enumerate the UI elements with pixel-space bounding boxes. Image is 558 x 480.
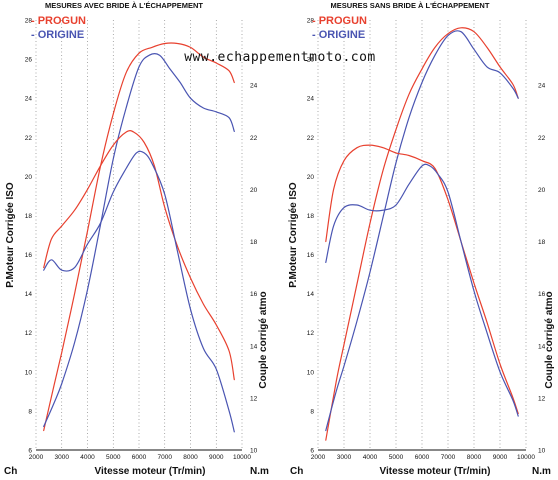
chart2-y-right-tick-label: 22 <box>538 135 546 142</box>
chart2-y-left-tick-label: 26 <box>307 57 315 64</box>
chart2-title: MESURES SANS BRIDE À L'ÉCHAPPEMENT <box>331 1 490 10</box>
chart1-y-left-tick-label: 6 <box>28 448 32 455</box>
chart2-y-left-axis-label: P.Moteur Corrigée ISO <box>288 182 299 288</box>
chart2-y-right-axis-label: Couple corrigé atmo <box>544 291 555 388</box>
chart1-x-tick-label: 8000 <box>183 454 198 461</box>
chart2-unit-right-label: N.m <box>532 466 551 477</box>
chart2-y-left-tick-label: 24 <box>307 96 315 103</box>
chart2-y-left-tick-label: 22 <box>307 135 315 142</box>
chart1-y-left-tick-label: 16 <box>25 252 33 259</box>
chart2-y-left-tick-label: 12 <box>307 330 315 337</box>
chart2-y-left-tick-label: 10 <box>307 369 315 376</box>
chart1-y-right-tick-label: 16 <box>250 291 258 298</box>
chart2-y-right-tick-label: 18 <box>538 239 546 246</box>
chart1-y-left-tick-label: 14 <box>25 291 33 298</box>
chart2-y-right-tick-label: 12 <box>538 395 546 402</box>
chart2-y-left-tick-label: 20 <box>307 174 315 181</box>
chart2-x-tick-label: 5000 <box>389 454 404 461</box>
chart2-x-tick-label: 3000 <box>337 454 352 461</box>
chart2-y-left-tick-label: 14 <box>307 291 315 298</box>
chart2-y-right-tick-label: 16 <box>538 291 546 298</box>
chart1-y-left-tick-label: 20 <box>25 174 33 181</box>
chart2-series-progun-power-line <box>325 27 519 441</box>
chart2-y-left-tick-label: 6 <box>310 448 314 455</box>
chart1-x-axis-label: Vitesse moteur (Tr/min) <box>95 466 206 477</box>
chart1-y-left-tick-label: 26 <box>25 57 33 64</box>
chart1-y-right-tick-label: 24 <box>250 83 258 90</box>
chart2-x-tick-label: 6000 <box>415 454 430 461</box>
chart2-x-tick-label: 7000 <box>441 454 456 461</box>
chart1-title: MESURES AVEC BRIDE À L'ÉCHAPPEMENT <box>45 1 203 10</box>
chart2-y-left-tick-label: 28 <box>307 18 315 25</box>
chart2-x-tick-label: 4000 <box>363 454 378 461</box>
chart1-y-left-tick-label: 10 <box>25 369 33 376</box>
chart2-legend-origine: - ORIGINE <box>312 29 365 41</box>
chart1-unit-left-label: Ch <box>4 466 17 477</box>
chart1-series-origine-power-line <box>43 52 235 428</box>
chart1-x-tick-label: 6000 <box>132 454 147 461</box>
chart2-unit-left-label: Ch <box>290 466 303 477</box>
chart2-y-right-tick-label: 10 <box>538 448 546 455</box>
chart2-legend-progun: - PROGUN <box>312 15 367 27</box>
chart2-x-tick-label: 8000 <box>467 454 482 461</box>
chart1-legend-progun: - PROGUN <box>31 15 86 27</box>
chart1-y-right-tick-label: 12 <box>250 395 258 402</box>
chart1-unit-right-label: N.m <box>250 466 269 477</box>
chart1-y-left-tick-label: 8 <box>28 408 32 415</box>
chart1-legend-origine: - ORIGINE <box>31 29 84 41</box>
chart1-y-right-tick-label: 18 <box>250 239 258 246</box>
chart2-series-origine-torque-line <box>325 163 519 417</box>
chart1-y-left-tick-label: 18 <box>25 213 33 220</box>
chart1-series-progun-torque-line <box>43 130 235 381</box>
chart1-x-tick-label: 3000 <box>55 454 70 461</box>
chart2-y-left-tick-label: 8 <box>310 408 314 415</box>
chart1-y-right-axis-label: Couple corrigé atmo <box>258 291 269 388</box>
chart1-series-origine-torque-line <box>43 150 235 433</box>
chart2-series-progun-torque-line <box>325 144 519 415</box>
chart1-y-left-axis-label: P.Moteur Corrigée ISO <box>5 182 16 288</box>
chart2-y-right-tick-label: 14 <box>538 343 546 350</box>
chart1-y-right-tick-label: 14 <box>250 343 258 350</box>
chart1-y-right-tick-label: 22 <box>250 135 258 142</box>
chart1-x-tick-label: 4000 <box>80 454 95 461</box>
chart1-series-progun-power-line <box>43 42 235 432</box>
chart2-x-tick-label: 9000 <box>493 454 508 461</box>
chart2-y-left-tick-label: 16 <box>307 252 315 259</box>
chart1-x-tick-label: 2000 <box>29 454 44 461</box>
chart1-y-right-tick-label: 10 <box>250 448 258 455</box>
chart2-x-tick-label: 10000 <box>517 454 535 461</box>
chart1-y-left-tick-label: 12 <box>25 330 33 337</box>
chart1-y-right-tick-label: 20 <box>250 187 258 194</box>
chart1-y-left-tick-label: 22 <box>25 135 33 142</box>
chart2-y-left-tick-label: 18 <box>307 213 315 220</box>
chart1-x-tick-label: 9000 <box>209 454 224 461</box>
chart1-y-left-tick-label: 24 <box>25 96 33 103</box>
chart2-x-tick-label: 2000 <box>311 454 326 461</box>
chart2-y-right-tick-label: 20 <box>538 187 546 194</box>
chart2-series-origine-power-line <box>325 30 519 432</box>
chart1-x-tick-label: 10000 <box>233 454 251 461</box>
chart1-y-left-tick-label: 28 <box>25 18 33 25</box>
chart2-y-right-tick-label: 24 <box>538 83 546 90</box>
chart2-x-axis-label: Vitesse moteur (Tr/min) <box>380 466 491 477</box>
chart1-x-tick-label: 5000 <box>106 454 121 461</box>
chart1-x-tick-label: 7000 <box>158 454 173 461</box>
